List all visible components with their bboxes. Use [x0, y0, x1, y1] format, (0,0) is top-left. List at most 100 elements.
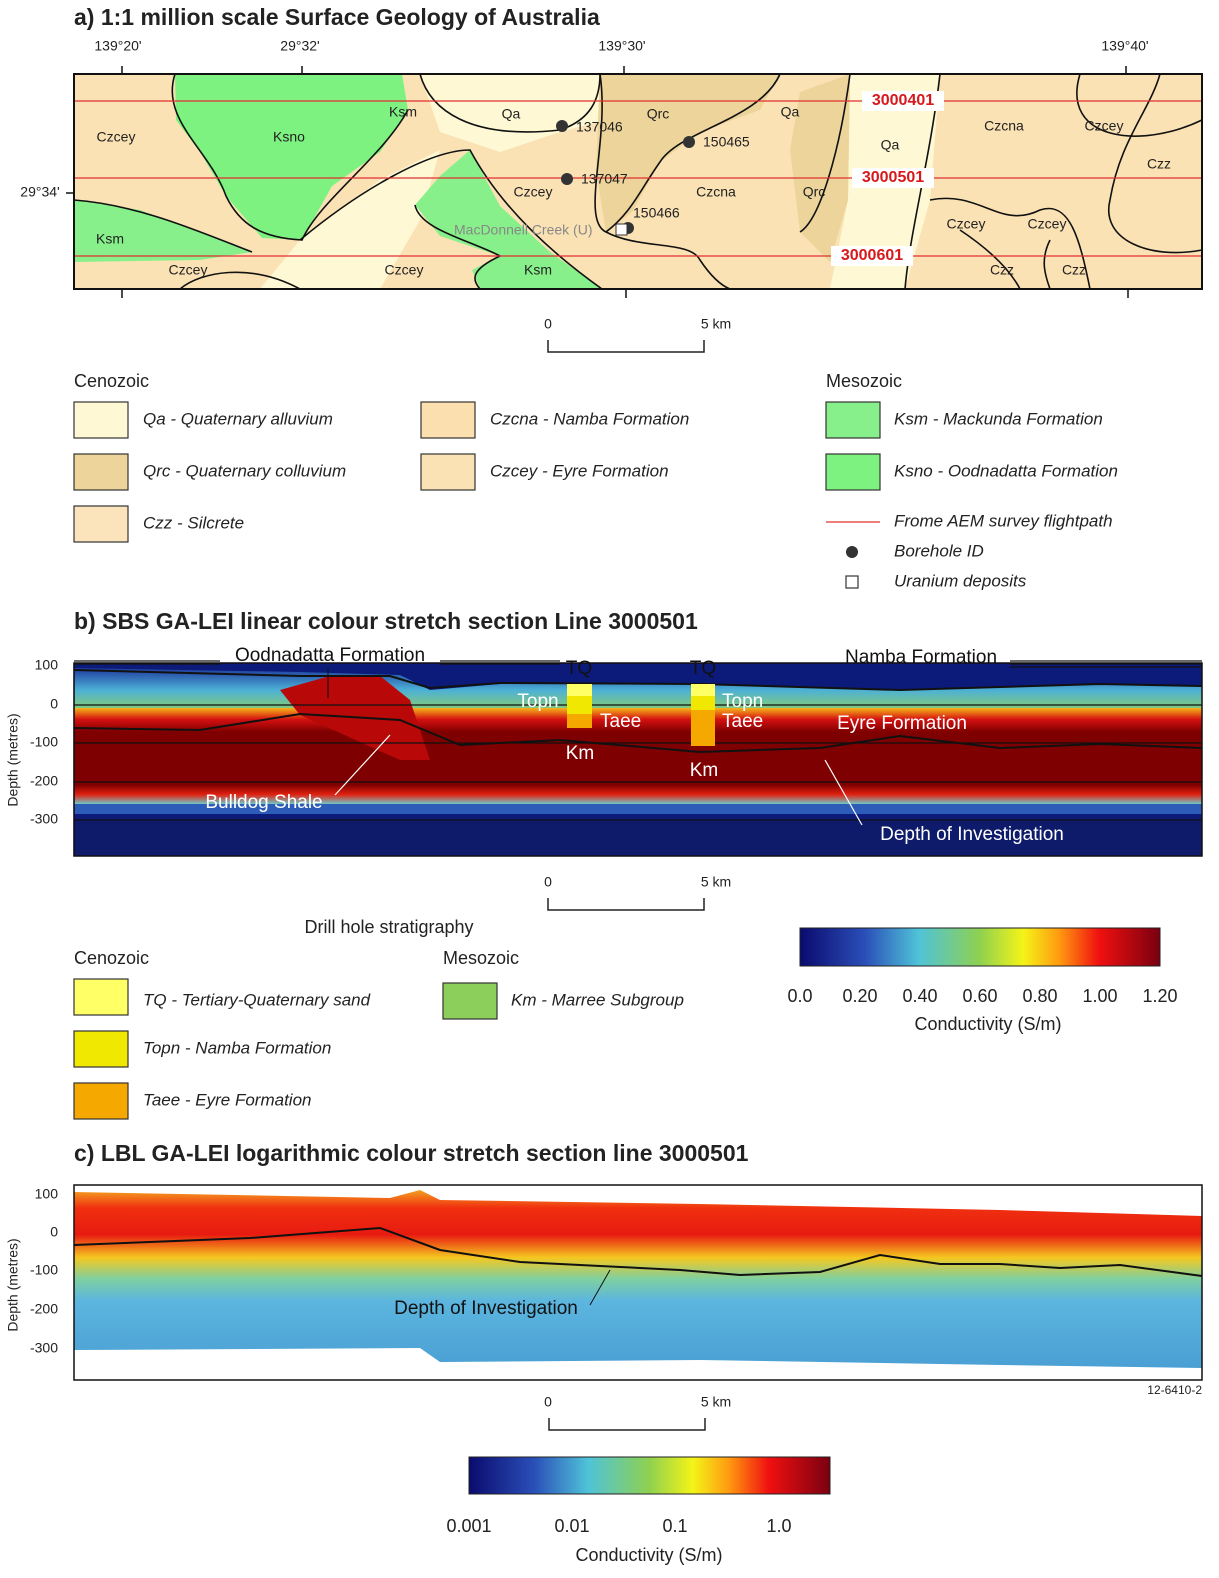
coord-label: 29°32'	[280, 38, 319, 54]
colorbar-tick: 0.20	[842, 986, 877, 1006]
legend-heading: Mesozoic	[443, 948, 519, 968]
y-tick-label: 0	[50, 696, 58, 712]
y-tick-label: -300	[30, 811, 58, 827]
legend-item: Ksno - Oodnadatta Formation	[894, 461, 1118, 480]
unit-label: Qa	[881, 137, 900, 153]
unit-label: Czcey	[1085, 118, 1124, 134]
geology-map	[66, 66, 1203, 298]
unit-label: Czz	[1147, 156, 1171, 172]
section-annotation: Km	[566, 743, 595, 764]
colorbar-tick: 0.40	[902, 986, 937, 1006]
legend-item: Borehole ID	[894, 541, 984, 560]
unit-label: Ksm	[524, 262, 552, 278]
unit-label: Ksno	[273, 129, 305, 145]
legend-item: Czcey - Eyre Formation	[490, 461, 669, 480]
unit-label: Czcna	[696, 184, 736, 200]
scale-label: 5 km	[701, 1394, 731, 1410]
section-annotation: Depth of Investigation	[880, 824, 1064, 845]
borehole-label: 150466	[633, 205, 680, 221]
section-annotation: Taee	[722, 711, 763, 732]
section-annotation: Depth of Investigation	[394, 1298, 578, 1319]
colorbar-tick: 1.00	[1082, 986, 1117, 1006]
scale-label: 0	[544, 874, 552, 890]
colorbar-tick: 1.0	[766, 1516, 791, 1536]
scale-label: 0	[544, 316, 552, 332]
y-tick-label: 100	[35, 657, 59, 673]
borehole-label: 137046	[576, 119, 623, 135]
section-annotation: Eyre Formation	[837, 713, 967, 734]
unit-label: Czcey	[169, 262, 208, 278]
unit-label: Qa	[781, 104, 800, 120]
legend-item: Ksm - Mackunda Formation	[894, 409, 1103, 428]
legend-a	[73, 401, 881, 589]
unit-label: Czz	[1062, 262, 1086, 278]
section-annotation: TQ	[690, 658, 716, 679]
coord-label: 139°20'	[94, 38, 141, 54]
legend-item: Czz - Silcrete	[143, 513, 244, 532]
figure-id: 12-6410-2	[1147, 1383, 1202, 1397]
panel-title: a) 1:1 million scale Surface Geology of …	[74, 4, 600, 30]
flightline-label: 3000401	[872, 92, 934, 109]
legend-item: Frome AEM survey flightpath	[894, 511, 1113, 530]
unit-label: Czcey	[947, 216, 986, 232]
unit-label: Qrc	[647, 106, 670, 122]
panel-title: c) LBL GA-LEI logarithmic colour stretch…	[74, 1140, 749, 1166]
section-annotation: Taee	[600, 711, 641, 732]
legend-title: Drill hole stratigraphy	[304, 917, 473, 937]
colorbar-tick: 0.80	[1022, 986, 1057, 1006]
scale-label: 0	[544, 1394, 552, 1410]
colorbar-tick: 0.01	[554, 1516, 589, 1536]
unit-label: Czcey	[514, 184, 553, 200]
colorbar-c	[468, 1456, 831, 1495]
borehole-label: 150465	[703, 134, 750, 150]
deposit-label: MacDonnell Creek (U)	[454, 222, 592, 238]
unit-label: Czcna	[984, 118, 1024, 134]
section-c	[73, 1184, 1203, 1381]
coord-label: 139°40'	[1101, 38, 1148, 54]
y-tick-label: -100	[30, 734, 58, 750]
unit-label: Ksm	[389, 104, 417, 120]
unit-label: Czcey	[385, 262, 424, 278]
unit-label: Czcey	[97, 129, 136, 145]
legend-item: Qrc - Quaternary colluvium	[143, 461, 346, 480]
legend-item: Uranium deposits	[894, 571, 1027, 590]
legend-heading: Cenozoic	[74, 948, 149, 968]
scale-bars	[547, 340, 706, 1431]
flightline-label: 3000501	[862, 169, 924, 186]
legend-item: Topn - Namba Formation	[143, 1038, 331, 1057]
legend-item: Taee - Eyre Formation	[143, 1090, 312, 1109]
flightline-label: 3000601	[841, 247, 903, 264]
y-tick-label: -100	[30, 1262, 58, 1278]
colorbar-tick: 0.60	[962, 986, 997, 1006]
colorbar-label: Conductivity (S/m)	[914, 1014, 1061, 1034]
section-annotation: Bulldog Shale	[205, 792, 322, 813]
section-annotation: Oodnadatta Formation	[235, 645, 425, 666]
borehole-label: 137047	[581, 171, 628, 187]
unit-label: Ksm	[96, 231, 124, 247]
unit-label: Qrc	[803, 184, 826, 200]
scale-label: 5 km	[701, 874, 731, 890]
coord-label: 139°30'	[598, 38, 645, 54]
section-annotation: TQ	[566, 658, 592, 679]
legend-item: Qa - Quaternary alluvium	[143, 409, 333, 428]
colorbar-tick: 0.1	[662, 1516, 687, 1536]
legend-b	[73, 978, 498, 1120]
colorbar-tick: 0.0	[787, 986, 812, 1006]
y-tick-label: -300	[30, 1340, 58, 1356]
y-tick-label: -200	[30, 773, 58, 789]
legend-heading: Cenozoic	[74, 371, 149, 391]
y-tick-label: 0	[50, 1224, 58, 1240]
unit-label: Qa	[502, 106, 521, 122]
unit-label: Czz	[990, 262, 1014, 278]
coord-label: 29°34'	[20, 184, 59, 200]
colorbar-tick: 1.20	[1142, 986, 1177, 1006]
scale-label: 5 km	[701, 316, 731, 332]
colorbar-tick: 0.001	[446, 1516, 491, 1536]
section-b	[73, 660, 1203, 857]
legend-item: Czcna - Namba Formation	[490, 409, 689, 428]
axis-label: Depth (metres)	[5, 1238, 21, 1331]
y-tick-label: -200	[30, 1301, 58, 1317]
unit-label: Czcey	[1028, 216, 1067, 232]
y-tick-label: 100	[35, 1186, 59, 1202]
